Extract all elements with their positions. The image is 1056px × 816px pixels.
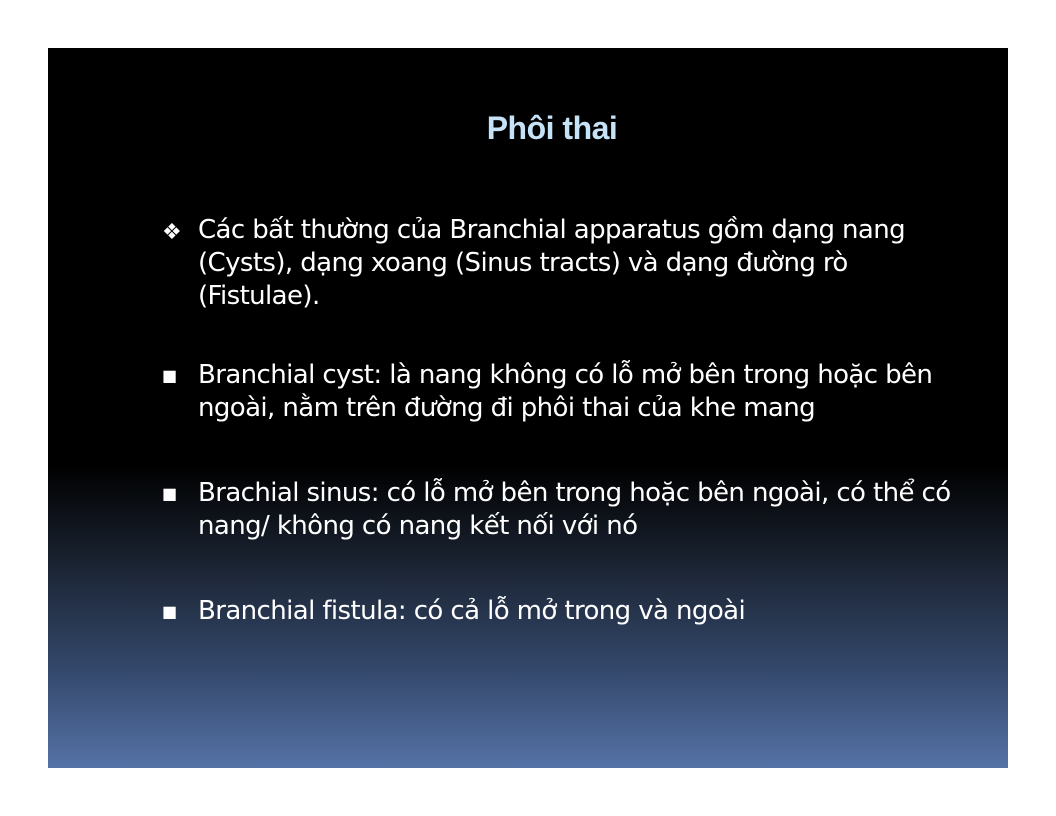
slide: Phôi thai ❖ Các bất thường của Branchial… xyxy=(48,48,1008,768)
bullet-text: Branchial fistula: có cả lỗ mở trong và … xyxy=(198,596,746,626)
bullet-item: ■ Brachial sinus: có lỗ mở bên trong hoặ… xyxy=(160,477,960,543)
square-bullet-icon: ■ xyxy=(162,484,177,503)
bullet-item: ❖ Các bất thường của Branchial apparatus… xyxy=(160,214,960,313)
bullet-item: ■ Branchial cyst: là nang không có lỗ mở… xyxy=(160,359,960,425)
four-diamond-icon: ❖ xyxy=(162,220,182,245)
square-bullet-icon: ■ xyxy=(162,602,177,621)
bullet-text: Các bất thường của Branchial apparatus g… xyxy=(198,215,906,311)
bullet-text: Brachial sinus: có lỗ mở bên trong hoặc … xyxy=(198,478,951,541)
bullet-list: ❖ Các bất thường của Branchial apparatus… xyxy=(160,214,960,628)
square-bullet-icon: ■ xyxy=(162,366,177,385)
bullet-item: ■ Branchial fistula: có cả lỗ mở trong v… xyxy=(160,595,960,628)
slide-title: Phôi thai xyxy=(486,110,618,146)
bullet-text: Branchial cyst: là nang không có lỗ mở b… xyxy=(198,360,933,423)
